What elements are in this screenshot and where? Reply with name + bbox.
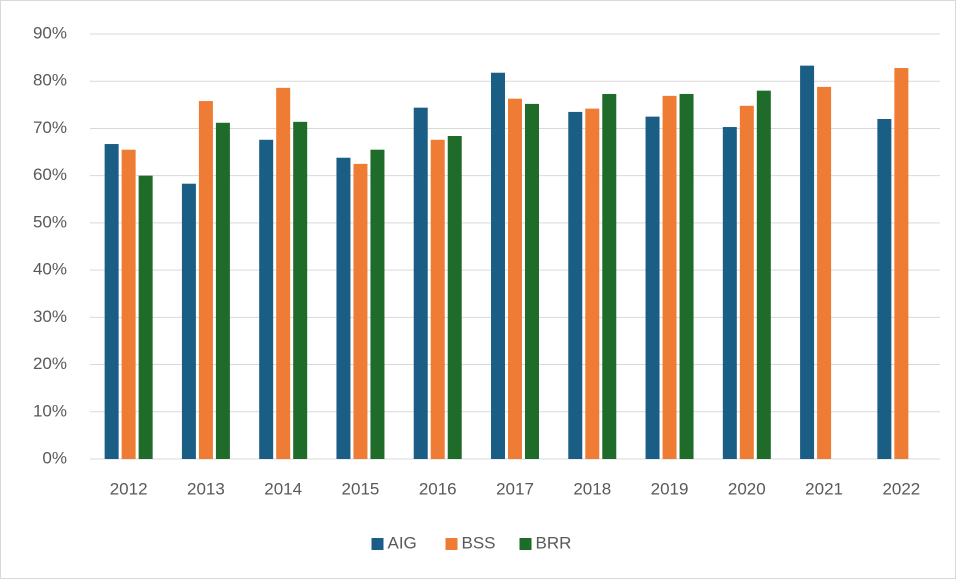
bar <box>121 149 136 459</box>
bar <box>877 119 892 459</box>
y-tick-label: 70% <box>33 118 67 137</box>
x-tick-label: 2020 <box>728 479 766 498</box>
x-tick-label: 2015 <box>342 479 380 498</box>
bar <box>817 86 832 459</box>
bar <box>525 103 539 459</box>
bar <box>353 163 368 459</box>
bar <box>722 127 737 460</box>
x-tick-label: 2019 <box>651 479 689 498</box>
bar <box>508 98 522 459</box>
bar <box>259 139 274 459</box>
bar <box>662 95 677 459</box>
y-tick-label: 90% <box>33 23 67 42</box>
bar <box>568 111 583 460</box>
bar <box>104 144 119 459</box>
bar <box>370 149 385 459</box>
y-tick-label: 80% <box>33 71 67 90</box>
y-tick-label: 60% <box>33 165 67 184</box>
bar <box>739 105 754 460</box>
bar <box>293 121 308 459</box>
y-tick-label: 0% <box>42 448 67 467</box>
bar <box>181 183 196 459</box>
legend-swatch <box>519 538 532 550</box>
y-tick-label: 20% <box>33 354 67 373</box>
bar <box>894 68 909 459</box>
bar <box>756 90 771 460</box>
bar <box>215 122 230 460</box>
y-tick-label: 50% <box>33 212 67 231</box>
legend-swatch <box>445 538 458 550</box>
bar <box>413 107 428 460</box>
bar <box>679 93 694 459</box>
legend-label: AIG <box>388 533 417 552</box>
bar <box>585 108 600 459</box>
bar <box>138 175 153 459</box>
legend-label: BRR <box>536 533 572 552</box>
y-tick-label: 10% <box>33 401 67 420</box>
x-tick-label: 2017 <box>496 479 534 498</box>
bar <box>276 87 291 459</box>
x-tick-label: 2021 <box>805 479 843 498</box>
x-tick-label: 2016 <box>419 479 457 498</box>
x-tick-label: 2012 <box>110 479 148 498</box>
bar <box>491 72 505 459</box>
x-tick-label: 2018 <box>573 479 611 498</box>
x-tick-label: 2022 <box>882 479 920 498</box>
y-tick-label: 40% <box>33 260 67 279</box>
bar <box>198 101 213 460</box>
legend-label: BSS <box>462 533 496 552</box>
bar <box>447 136 462 459</box>
bar <box>645 116 660 459</box>
bar <box>602 93 617 459</box>
y-tick-label: 30% <box>33 307 67 326</box>
bar <box>800 65 815 459</box>
legend-swatch <box>371 538 384 550</box>
bar <box>336 157 351 459</box>
x-tick-label: 2013 <box>187 479 225 498</box>
bar <box>430 139 445 459</box>
x-tick-label: 2014 <box>264 479 302 498</box>
